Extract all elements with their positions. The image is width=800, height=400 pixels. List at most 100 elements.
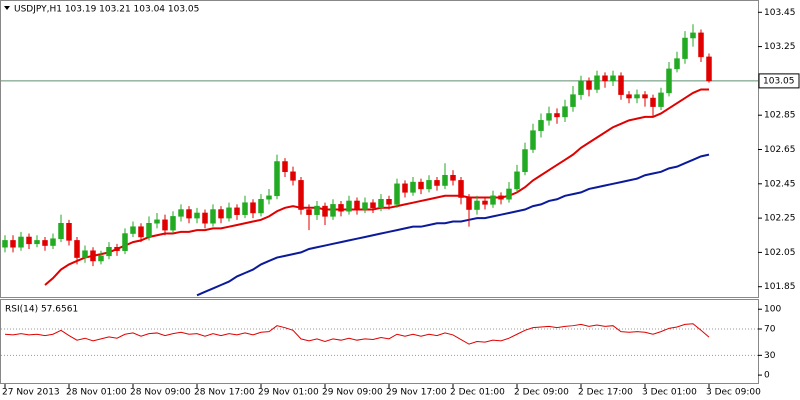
candle-body: [178, 209, 184, 217]
candle-body: [330, 204, 336, 217]
candle-body: [338, 204, 344, 212]
candle-body: [290, 171, 296, 181]
moving-average: [196, 153, 710, 297]
candle-body: [250, 202, 256, 214]
current-price-label: 103.05: [763, 76, 795, 86]
y-tick-label: 102.05: [764, 248, 796, 258]
candle-body: [706, 56, 712, 82]
candle-body: [66, 223, 72, 241]
candle-body: [306, 209, 312, 215]
candle-body: [690, 32, 696, 39]
candle-body: [2, 240, 8, 248]
y-tick-label: 0: [764, 371, 770, 381]
candle-body: [546, 113, 552, 121]
candle-body: [162, 219, 168, 231]
candle-body: [42, 240, 48, 246]
candle-body: [314, 205, 320, 215]
y-tick-label: 70: [764, 324, 776, 334]
candle-body: [82, 250, 88, 258]
candle-body: [90, 250, 96, 262]
x-tick-label: 2 Dec 17:00: [578, 388, 633, 398]
candle-body: [210, 209, 216, 224]
candle-body: [34, 240, 40, 245]
candle-body: [354, 200, 360, 210]
x-tick-label: 28 Nov 01:00: [66, 388, 127, 398]
main-plot: [1, 24, 758, 297]
candle-body: [522, 149, 528, 173]
candle-body: [506, 188, 512, 200]
candle-body: [298, 180, 304, 210]
candle-body: [570, 94, 576, 107]
candle-body: [410, 181, 416, 193]
candle-body: [610, 75, 616, 82]
candle-body: [578, 80, 584, 95]
x-tick-label: 2 Dec 01:00: [450, 388, 505, 398]
candle-body: [602, 75, 608, 82]
y-tick-label: 102.45: [764, 179, 796, 189]
candle-body: [74, 240, 80, 258]
x-tick-label: 28 Nov 17:00: [194, 388, 255, 398]
axes: 101.85 102.05 102.25 102.45 102.65 102.85 103.…: [2, 8, 800, 398]
candle-body: [218, 209, 224, 219]
candle-body: [122, 233, 128, 251]
x-tick-label: 2 Dec 09:00: [514, 388, 569, 398]
x-tick-label: 3 Dec 01:00: [642, 388, 697, 398]
candle-body: [114, 247, 120, 251]
candle-body: [650, 97, 656, 107]
candle-body: [698, 32, 704, 58]
candle-body: [490, 195, 496, 205]
candle-body: [498, 195, 504, 200]
candle-body: [266, 195, 272, 200]
candle-body: [130, 226, 136, 234]
chart-title: USDJPY,H1 103.19 103.21 103.04 103.05: [14, 5, 199, 15]
candle-body: [562, 106, 568, 118]
candle-body: [658, 92, 664, 107]
y-tick-label: 102.25: [764, 214, 796, 224]
candle-body: [50, 238, 56, 246]
candle-body: [234, 207, 240, 215]
current-price-box: [758, 73, 800, 89]
candle-body: [18, 236, 24, 248]
x-tick-label: 29 Nov 09:00: [322, 388, 383, 398]
candle-body: [370, 202, 376, 209]
candle-body: [154, 219, 160, 224]
candle-body: [58, 223, 64, 239]
candle-body: [642, 94, 648, 99]
candle-body: [434, 180, 440, 186]
candle-body: [594, 75, 600, 90]
y-tick-label: 102.65: [764, 145, 796, 155]
y-tick-label: 30: [764, 351, 776, 361]
candle-body: [194, 212, 200, 219]
candle-body: [274, 161, 280, 197]
candle-body: [138, 226, 144, 238]
y-tick-label: 103.25: [764, 42, 796, 52]
candle-body: [186, 209, 192, 219]
candle-body: [146, 223, 152, 238]
candle-body: [538, 120, 544, 131]
candle-body: [226, 207, 232, 219]
x-tick-label: 29 Nov 01:00: [258, 388, 319, 398]
candle-body: [474, 200, 480, 210]
candle-body: [362, 202, 368, 210]
candle-body: [634, 94, 640, 99]
candle-body: [418, 181, 424, 190]
candle-body: [98, 255, 104, 262]
candle-body: [666, 68, 672, 94]
rsi-panel-border: [0, 299, 759, 384]
candle-body: [258, 198, 264, 214]
candle-body: [106, 247, 112, 257]
rsi-plot: [1, 323, 758, 356]
y-tick-label: 102.85: [764, 111, 796, 121]
panel-icon: [4, 6, 10, 10]
candle-body: [442, 174, 448, 186]
candle-body: [386, 198, 392, 205]
candle-body: [626, 94, 632, 99]
candle-body: [482, 200, 488, 205]
candle-body: [282, 161, 288, 173]
candle-body: [466, 197, 472, 210]
candle-body: [378, 198, 384, 209]
candle-body: [426, 180, 432, 190]
